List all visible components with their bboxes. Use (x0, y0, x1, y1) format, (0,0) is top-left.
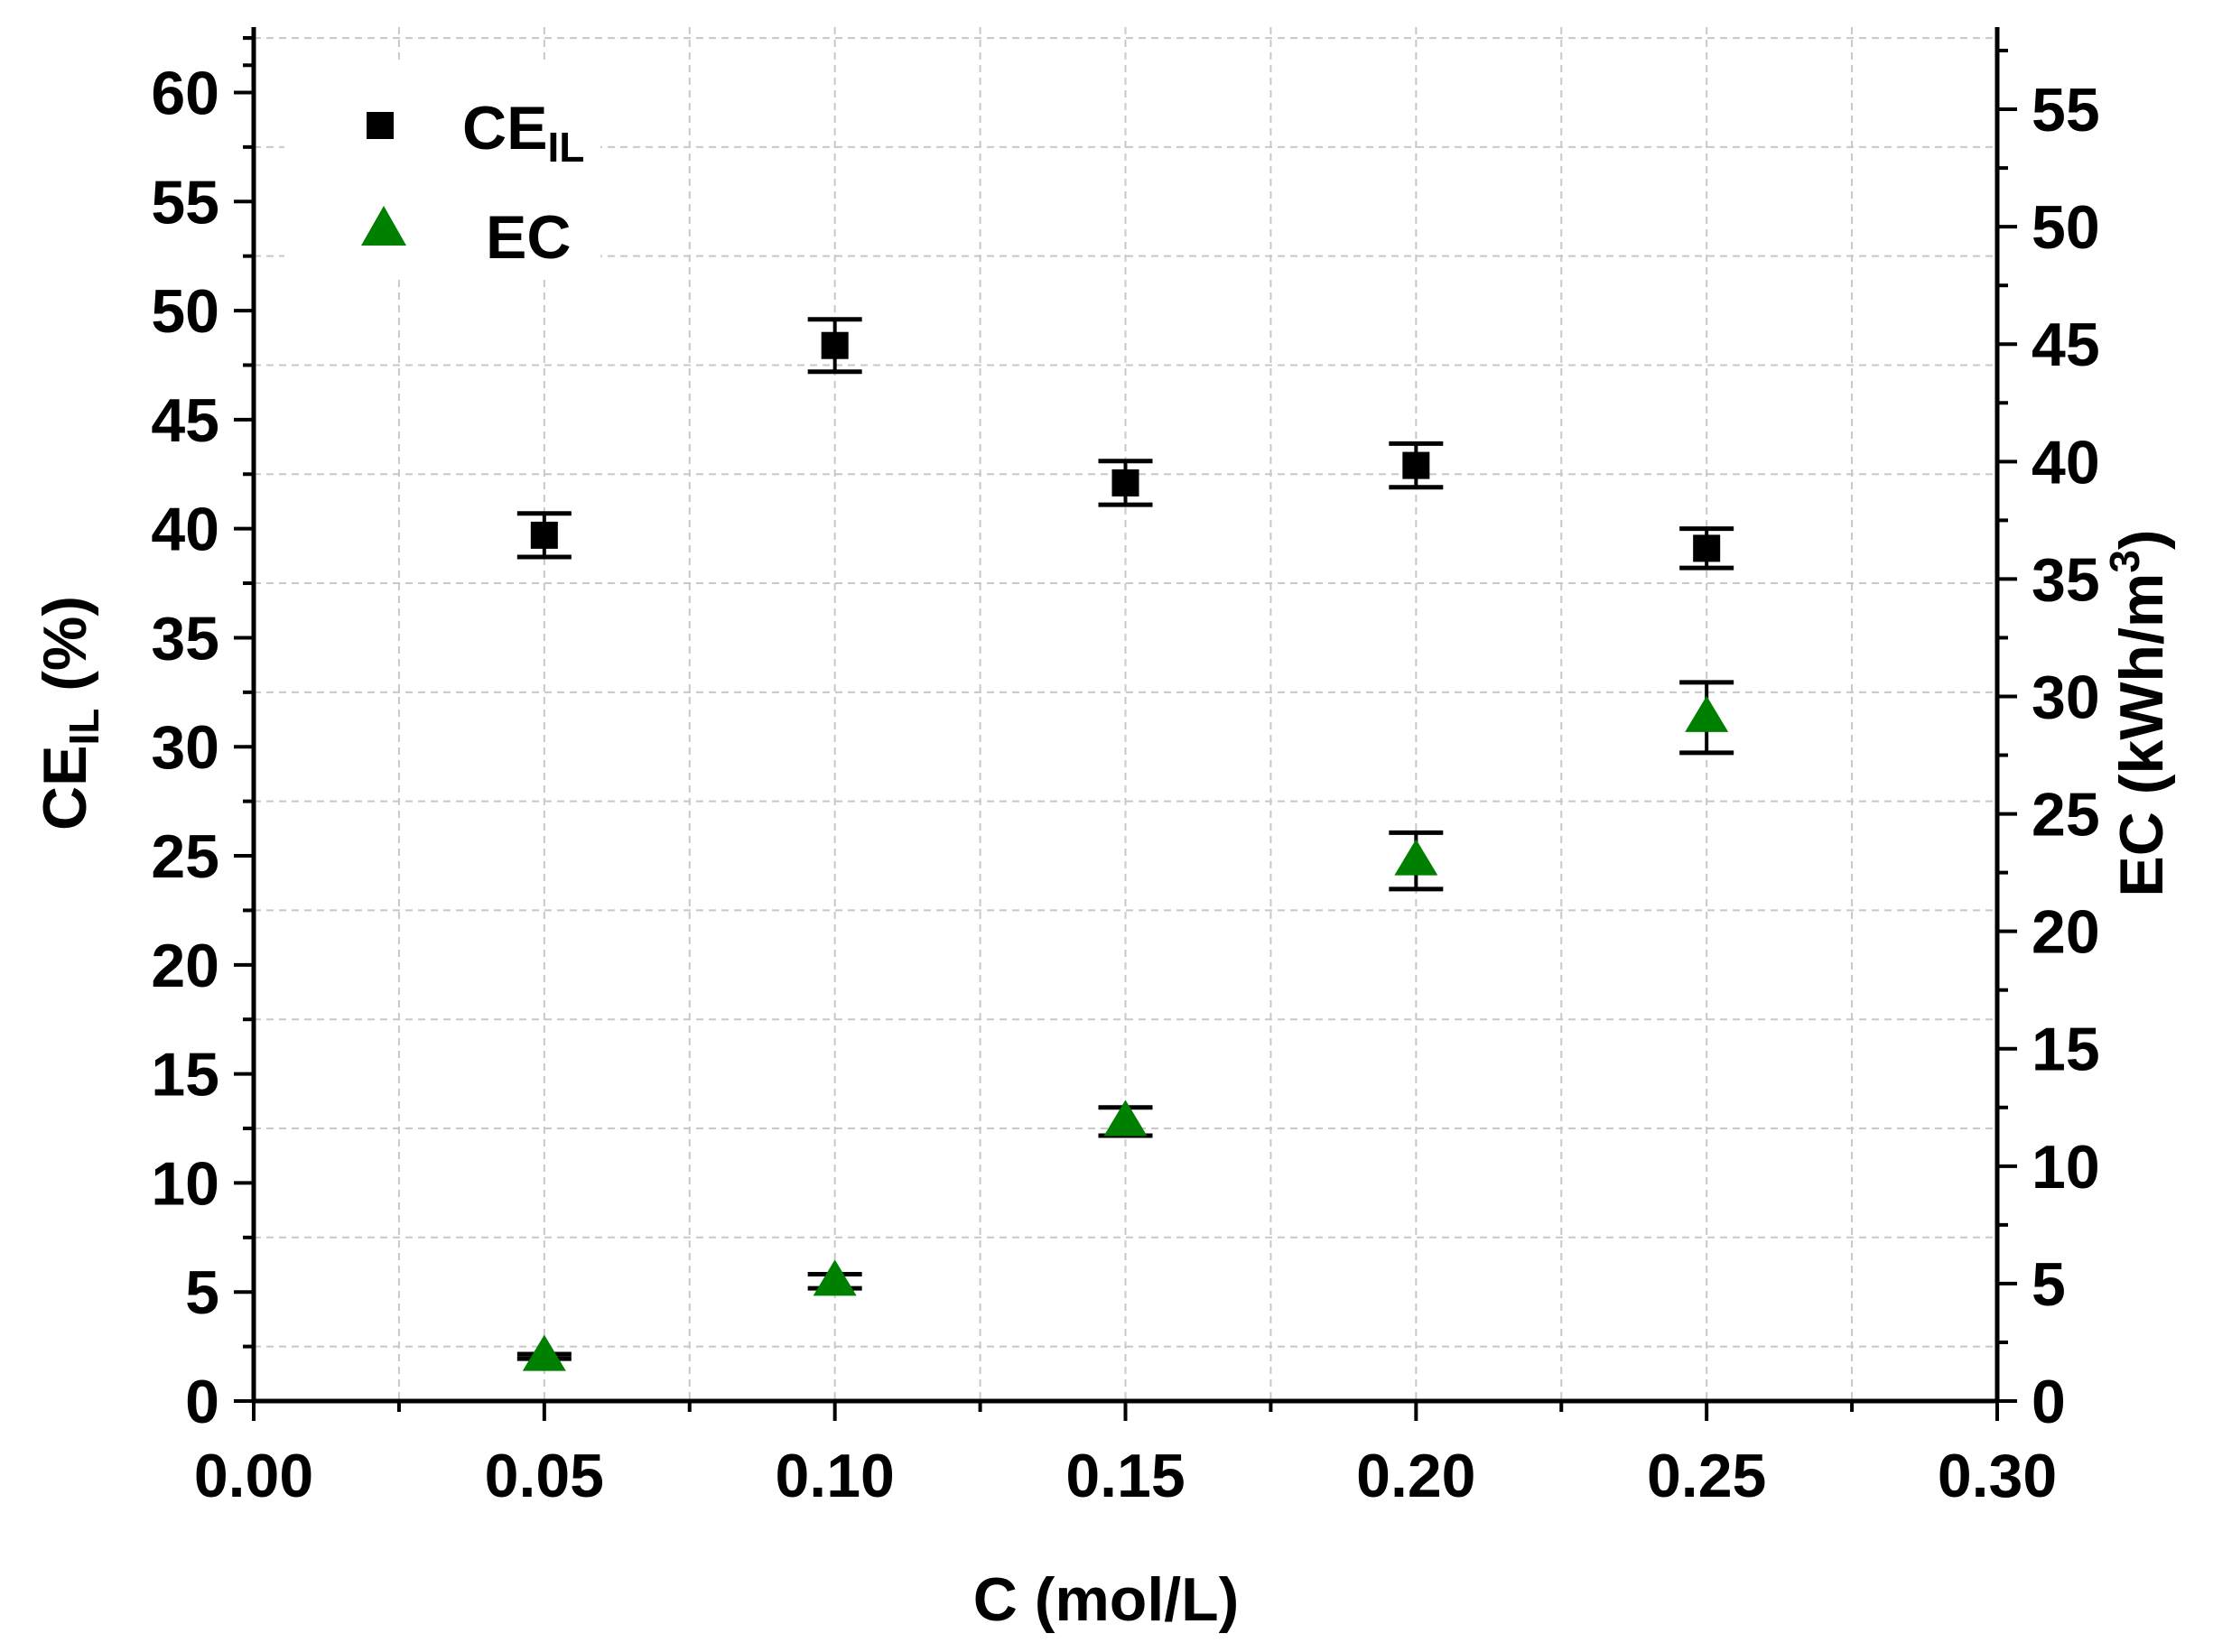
y-tick-label: 0 (185, 1368, 219, 1436)
y-axis-title-sub: IL (60, 709, 107, 746)
y2-tick-label: 15 (2032, 1016, 2100, 1084)
legend-label-ce-il: CEIL (462, 94, 584, 171)
y-tick-label: 15 (151, 1041, 219, 1109)
ec-point (1394, 839, 1438, 876)
ec-point (522, 1334, 566, 1371)
ec-point (813, 1259, 857, 1296)
y-tick-label: 60 (151, 59, 219, 127)
x-axis-title: C (mol/L) (973, 1565, 1240, 1634)
y2-tick-label: 35 (2032, 545, 2100, 614)
y-tick-label: 50 (151, 277, 219, 346)
x-tick-label: 0.30 (1938, 1442, 2057, 1510)
legend-background (284, 63, 600, 280)
y2-tick-label: 50 (2032, 193, 2100, 262)
legend-label-ce-il-base: CE (462, 94, 547, 162)
y2-tick-label: 40 (2032, 428, 2100, 497)
x-tick-label: 0.10 (775, 1442, 894, 1510)
y-tick-label: 45 (151, 386, 219, 455)
legend-marker-ce-il (367, 112, 394, 139)
y2-axis-title-suffix: ) (2107, 529, 2176, 550)
y-tick-label: 40 (151, 496, 219, 564)
legend-label-ce-il-sub: IL (547, 124, 584, 171)
ce-il-point (1693, 534, 1721, 562)
y-tick-label: 25 (151, 822, 219, 891)
y2-tick-label: 0 (2032, 1368, 2066, 1436)
y-axis-title-suffix: (%) (31, 596, 99, 709)
data-layer (516, 317, 1734, 1371)
y2-axis-title: EC (kWh/m3) (2101, 529, 2176, 896)
ce-il-point (821, 331, 849, 359)
x-tick-label: 0.00 (194, 1442, 313, 1510)
legend-label-ec: EC (486, 203, 571, 272)
y2-axis-title-base: EC (kWh/m (2107, 573, 2176, 897)
y-axis-title-base: CE (31, 746, 99, 831)
y2-tick-label: 10 (2032, 1133, 2100, 1202)
y2-axis-title-sup: 3 (2101, 550, 2148, 573)
x-tick-label: 0.05 (485, 1442, 604, 1510)
x-tick-label: 0.20 (1356, 1442, 1475, 1510)
legend-marker-ec (361, 206, 406, 246)
grid-layer (254, 27, 1998, 1401)
ticks-layer: 0.00 0.05 0.10 0.15 0.20 0.25 0.30051015202530… (151, 36, 2100, 1510)
y-tick-label: 35 (151, 604, 219, 673)
ce-il-point (1111, 469, 1139, 497)
y-tick-label: 55 (151, 168, 219, 237)
x-tick-label: 0.15 (1065, 1442, 1185, 1510)
ec-point (1685, 695, 1729, 732)
ce-il-point (1402, 451, 1430, 479)
x-tick-label: 0.25 (1647, 1442, 1766, 1510)
y2-tick-label: 30 (2032, 663, 2100, 731)
y-axis-title: CEIL (%) (31, 596, 107, 831)
legend: CEIL EC (284, 63, 600, 280)
ec-point (1103, 1100, 1148, 1137)
ce-il-point (530, 521, 558, 549)
y2-tick-label: 55 (2032, 76, 2100, 144)
y-tick-label: 20 (151, 932, 219, 1000)
y-tick-label: 10 (151, 1149, 219, 1218)
y2-tick-label: 20 (2032, 898, 2100, 967)
y-tick-label: 30 (151, 713, 219, 782)
y2-tick-label: 25 (2032, 781, 2100, 849)
y2-tick-label: 45 (2032, 311, 2100, 379)
y2-tick-label: 5 (2032, 1250, 2066, 1319)
y-tick-label: 5 (185, 1258, 219, 1327)
